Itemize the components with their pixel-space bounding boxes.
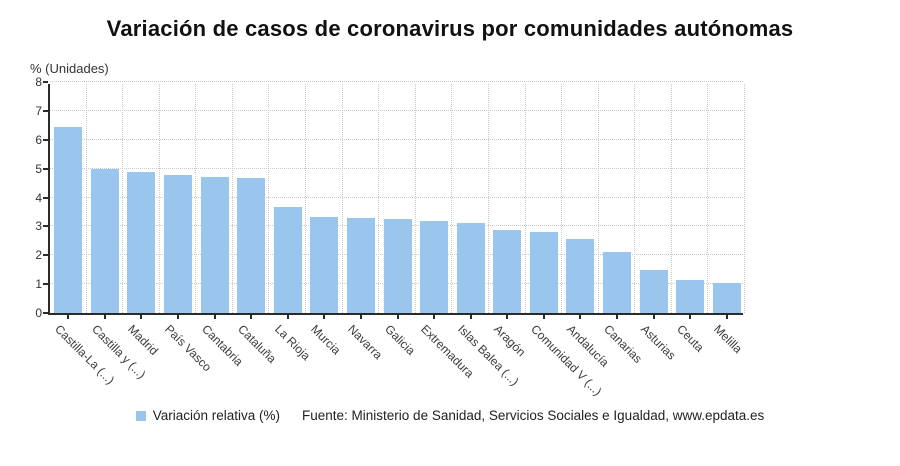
y-axis-tick-mark bbox=[43, 81, 48, 83]
x-axis-category-label: Galicia bbox=[381, 322, 418, 358]
gridline-vertical bbox=[85, 84, 87, 313]
bar-extremadura[interactable] bbox=[420, 220, 449, 313]
x-axis-tick-mark bbox=[213, 315, 216, 319]
bar-castilla-la[interactable] bbox=[54, 127, 83, 313]
x-axis-tick-mark bbox=[67, 315, 70, 319]
x-axis-tick-mark bbox=[177, 315, 180, 319]
x-axis-tick-mark bbox=[359, 315, 362, 319]
gridline-vertical bbox=[158, 84, 160, 313]
gridline-vertical bbox=[122, 84, 124, 313]
x-axis-category-label: Ceuta bbox=[674, 322, 707, 355]
gridline-vertical bbox=[744, 84, 745, 313]
bar-arag-n[interactable] bbox=[493, 229, 522, 313]
source-text: Fuente: Ministerio de Sanidad, Servicios… bbox=[302, 408, 765, 423]
gridline-horizontal bbox=[50, 167, 743, 169]
gridline-vertical bbox=[414, 84, 416, 313]
gridline-vertical bbox=[195, 84, 197, 313]
y-axis-tick-label: 1 bbox=[35, 277, 42, 292]
gridline-horizontal bbox=[50, 196, 743, 198]
bar-canarias[interactable] bbox=[602, 252, 631, 313]
y-axis-tick-label: 2 bbox=[35, 248, 42, 263]
gridline-vertical bbox=[231, 84, 233, 313]
x-axis-tick-mark bbox=[323, 315, 326, 319]
y-axis-tick-mark bbox=[43, 225, 48, 228]
gridline-vertical bbox=[341, 84, 343, 313]
gridline-vertical bbox=[670, 84, 672, 313]
bar-cantabria[interactable] bbox=[200, 176, 229, 313]
x-axis-tick-mark bbox=[725, 315, 728, 319]
gridline-vertical bbox=[305, 84, 307, 313]
y-axis-tick-label: 6 bbox=[35, 132, 42, 147]
bar-galicia[interactable] bbox=[383, 219, 412, 313]
y-axis-unit-label: % (Unidades) bbox=[30, 61, 109, 76]
gridline-horizontal bbox=[50, 81, 743, 82]
gridline-vertical bbox=[524, 84, 526, 313]
y-axis-tick-mark bbox=[43, 167, 48, 170]
y-axis-tick-label: 8 bbox=[35, 75, 42, 89]
y-axis-tick-mark bbox=[43, 196, 48, 199]
bar-asturias[interactable] bbox=[639, 270, 668, 313]
bar-pa-s-vasco[interactable] bbox=[164, 175, 193, 313]
bar-comunidad-v[interactable] bbox=[529, 232, 558, 313]
gridline-horizontal bbox=[50, 109, 743, 111]
x-axis-category-label: Madrid bbox=[125, 322, 162, 358]
x-axis-tick-mark bbox=[396, 315, 399, 319]
bar-navarra[interactable] bbox=[346, 217, 375, 313]
y-axis-tick-mark bbox=[43, 109, 48, 112]
y-axis-tick-mark bbox=[43, 283, 48, 286]
gridline-vertical bbox=[487, 84, 489, 313]
x-axis-tick-mark bbox=[103, 315, 106, 319]
plot-area: 0 1 2 3 4 5 6 7 8 Castilla-La (...) Castilla y (..… bbox=[35, 76, 745, 398]
y-axis-tick-mark bbox=[43, 138, 48, 141]
gridline-vertical bbox=[634, 84, 636, 313]
x-axis-tick-mark bbox=[652, 315, 655, 319]
gridline-vertical bbox=[268, 84, 270, 313]
legend-item-variacion-relativa[interactable]: Variación relativa (%) bbox=[135, 408, 281, 423]
bar-islas-balea[interactable] bbox=[456, 222, 485, 313]
chart-title: Variación de casos de coronavirus por co… bbox=[106, 16, 794, 41]
gridline-vertical bbox=[597, 84, 599, 313]
x-axis-tick-mark bbox=[469, 315, 472, 319]
x-axis-tick-mark bbox=[579, 315, 582, 319]
legend-swatch-icon bbox=[135, 410, 146, 421]
y-axis-tick-label: 5 bbox=[35, 161, 42, 176]
bar-la-rioja[interactable] bbox=[273, 207, 302, 313]
x-axis-tick-mark bbox=[689, 315, 692, 319]
bar-madrid[interactable] bbox=[127, 171, 156, 313]
x-axis-tick-mark bbox=[140, 315, 143, 319]
x-axis-category-label: Melilla bbox=[710, 322, 745, 356]
bar-melilla[interactable] bbox=[712, 282, 741, 313]
x-axis-tick-mark bbox=[250, 315, 253, 319]
x-axis-tick-mark bbox=[286, 315, 289, 319]
y-axis-tick-label: 7 bbox=[35, 103, 42, 118]
x-axis-category-label: Murcia bbox=[308, 322, 344, 358]
x-axis-tick-mark bbox=[615, 315, 618, 319]
y-axis-tick-mark bbox=[43, 312, 48, 314]
gridline-vertical bbox=[707, 84, 709, 313]
gridline-vertical bbox=[451, 84, 453, 313]
x-axis-category-label: Navarra bbox=[345, 322, 386, 363]
bar-andaluc-a[interactable] bbox=[566, 238, 595, 313]
x-axis-tick-mark bbox=[506, 315, 509, 319]
bar-ceuta[interactable] bbox=[676, 279, 705, 313]
gridline-vertical bbox=[378, 84, 380, 313]
y-axis-tick-mark bbox=[43, 254, 48, 257]
bar-castilla-y[interactable] bbox=[90, 168, 119, 313]
bar-murcia[interactable] bbox=[310, 216, 339, 313]
x-axis-tick-mark bbox=[433, 315, 436, 319]
footer-row: Variación relativa (%) Fuente: Ministeri… bbox=[0, 408, 900, 423]
legend-label: Variación relativa (%) bbox=[152, 408, 281, 423]
x-axis-tick-mark bbox=[542, 315, 545, 319]
y-axis-tick-label: 3 bbox=[35, 219, 42, 234]
y-axis-tick-label: 0 bbox=[35, 306, 42, 320]
y-axis-tick-label: 4 bbox=[35, 190, 42, 205]
bar-catalu-a[interactable] bbox=[237, 178, 266, 313]
gridline-horizontal bbox=[50, 138, 743, 140]
gridline-vertical bbox=[561, 84, 563, 313]
